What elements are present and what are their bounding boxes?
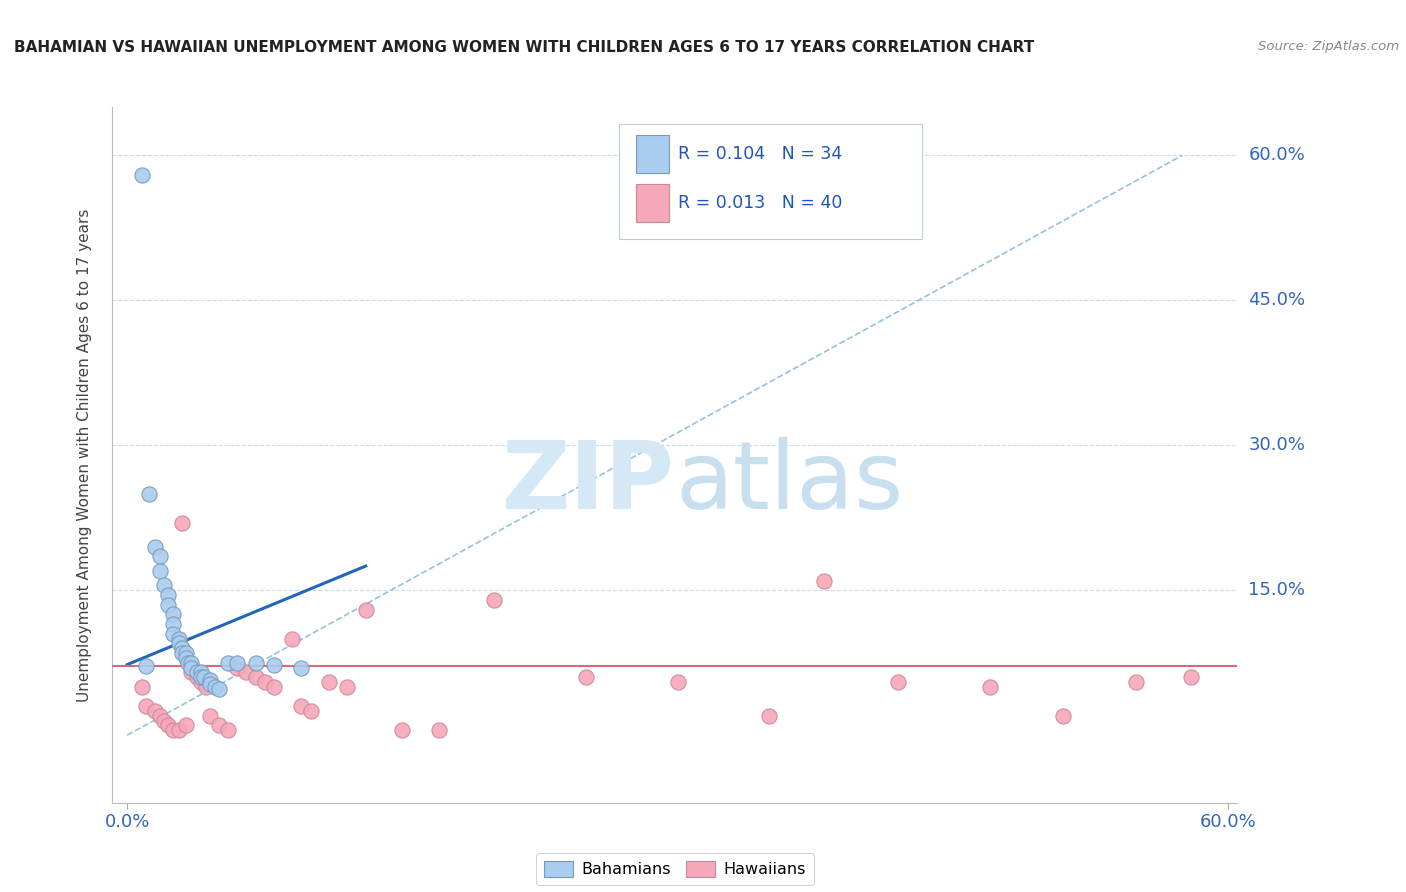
Point — [174, 651, 197, 665]
Point — [198, 677, 221, 691]
Point — [318, 675, 340, 690]
Point — [172, 516, 194, 530]
Point — [336, 680, 359, 694]
Point — [290, 699, 312, 714]
Point — [134, 699, 156, 714]
Point — [186, 670, 208, 684]
Point — [143, 540, 166, 554]
Point — [172, 646, 194, 660]
Point — [245, 656, 267, 670]
Point — [235, 665, 257, 680]
Point — [162, 607, 184, 622]
Point — [198, 708, 221, 723]
Point — [174, 718, 197, 732]
Point — [153, 578, 176, 592]
Point — [575, 670, 598, 684]
Point — [427, 723, 450, 738]
Point — [263, 657, 285, 672]
Point — [979, 680, 1001, 694]
Point — [263, 680, 285, 694]
Text: 45.0%: 45.0% — [1249, 292, 1306, 310]
Point — [149, 708, 172, 723]
Point — [198, 673, 221, 687]
Point — [290, 660, 312, 674]
Point — [174, 646, 197, 660]
Point — [162, 723, 184, 738]
Point — [153, 714, 176, 728]
Point — [813, 574, 835, 588]
Point — [190, 675, 212, 690]
Point — [180, 660, 202, 674]
Point — [156, 598, 179, 612]
Point — [167, 723, 190, 738]
Point — [1052, 708, 1074, 723]
Point — [180, 665, 202, 680]
Point — [167, 632, 190, 646]
Point — [134, 658, 156, 673]
Point — [482, 592, 505, 607]
Point — [186, 665, 208, 680]
Point — [156, 588, 179, 602]
Point — [143, 704, 166, 718]
Point — [217, 656, 239, 670]
Point — [149, 549, 172, 564]
Point — [138, 486, 160, 500]
Point — [208, 681, 231, 696]
Point — [149, 564, 172, 578]
FancyBboxPatch shape — [619, 124, 922, 239]
Point — [190, 670, 212, 684]
Text: ZIP: ZIP — [502, 437, 675, 529]
Point — [190, 665, 212, 680]
Text: BAHAMIAN VS HAWAIIAN UNEMPLOYMENT AMONG WOMEN WITH CHILDREN AGES 6 TO 17 YEARS C: BAHAMIAN VS HAWAIIAN UNEMPLOYMENT AMONG … — [14, 40, 1035, 55]
Point — [156, 718, 179, 732]
Point — [193, 670, 215, 684]
Point — [253, 675, 276, 690]
Point — [226, 660, 249, 674]
FancyBboxPatch shape — [636, 135, 669, 173]
Y-axis label: Unemployment Among Women with Children Ages 6 to 17 years: Unemployment Among Women with Children A… — [77, 208, 91, 702]
Text: 15.0%: 15.0% — [1249, 582, 1305, 599]
Point — [162, 626, 184, 640]
Point — [131, 168, 153, 182]
FancyBboxPatch shape — [636, 184, 669, 222]
Point — [167, 636, 190, 650]
Text: 30.0%: 30.0% — [1249, 436, 1305, 454]
Text: R = 0.013   N = 40: R = 0.013 N = 40 — [678, 194, 842, 212]
Text: 60.0%: 60.0% — [1249, 146, 1305, 164]
Point — [299, 704, 322, 718]
Point — [666, 675, 689, 690]
Point — [1180, 670, 1202, 684]
Text: atlas: atlas — [675, 437, 903, 529]
Point — [208, 718, 231, 732]
Point — [217, 723, 239, 738]
Point — [177, 656, 200, 670]
Point — [131, 680, 153, 694]
Point — [162, 617, 184, 632]
Point — [226, 656, 249, 670]
Point — [180, 656, 202, 670]
Legend: Bahamians, Hawaiians: Bahamians, Hawaiians — [536, 853, 814, 885]
Point — [281, 632, 304, 646]
Point — [758, 708, 780, 723]
Point — [172, 641, 194, 656]
Point — [391, 723, 413, 738]
Point — [354, 602, 377, 616]
Text: Source: ZipAtlas.com: Source: ZipAtlas.com — [1258, 40, 1399, 54]
Point — [195, 680, 218, 694]
Point — [204, 680, 226, 694]
Point — [887, 675, 910, 690]
Text: R = 0.104   N = 34: R = 0.104 N = 34 — [678, 145, 842, 163]
Point — [245, 670, 267, 684]
Point — [1125, 675, 1147, 690]
